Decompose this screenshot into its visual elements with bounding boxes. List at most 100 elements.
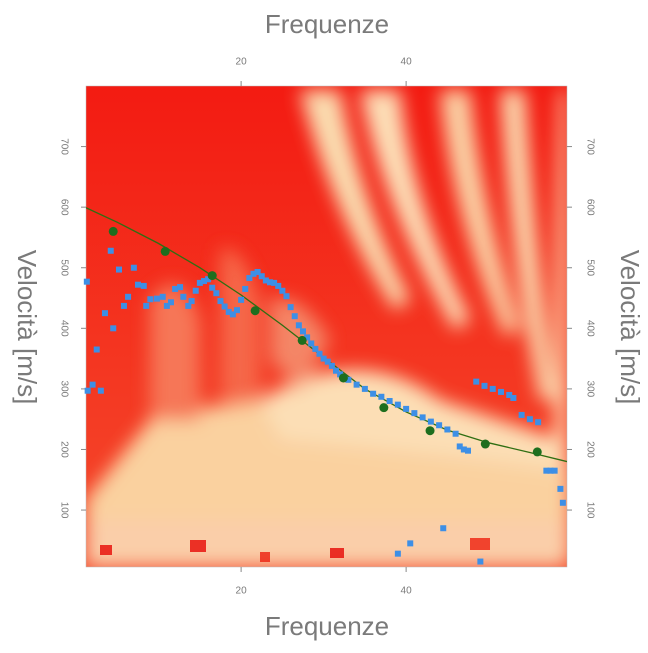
model-point bbox=[532, 447, 542, 457]
picked-point bbox=[473, 378, 480, 385]
picked-point bbox=[287, 304, 294, 311]
picked-point bbox=[337, 371, 344, 378]
picked-point bbox=[134, 281, 141, 288]
x-tick-label: 20 bbox=[236, 586, 248, 597]
x-axis-title: Frequenze bbox=[265, 9, 389, 39]
picked-point bbox=[238, 296, 245, 303]
picked-point bbox=[510, 394, 517, 401]
picked-point bbox=[316, 350, 323, 357]
picked-point bbox=[518, 411, 525, 418]
picked-point bbox=[271, 279, 278, 286]
y-tick-label: 400 bbox=[584, 320, 595, 337]
picked-point bbox=[180, 293, 187, 300]
picked-point bbox=[308, 340, 315, 347]
y-tick-label: 500 bbox=[584, 259, 595, 276]
picked-point bbox=[209, 284, 216, 291]
picked-point bbox=[295, 322, 302, 329]
model-point bbox=[425, 426, 435, 436]
x-tick-label: 20 bbox=[236, 57, 248, 68]
x-axis-title: Frequenze bbox=[265, 611, 389, 641]
picked-point bbox=[506, 391, 513, 398]
picked-point bbox=[386, 398, 393, 405]
model-point bbox=[250, 306, 260, 316]
picked-point bbox=[254, 268, 261, 275]
picked-point bbox=[361, 385, 368, 392]
model-point bbox=[297, 335, 307, 345]
picked-point bbox=[192, 287, 199, 294]
model-point bbox=[207, 271, 217, 281]
picked-point bbox=[217, 298, 224, 305]
picked-point bbox=[320, 355, 327, 362]
picked-point bbox=[185, 302, 192, 309]
picked-point bbox=[84, 387, 91, 394]
picked-point bbox=[345, 376, 352, 383]
picked-point bbox=[535, 419, 542, 426]
picked-point bbox=[258, 273, 265, 280]
picked-point bbox=[130, 264, 137, 271]
y-tick-label: 600 bbox=[58, 199, 69, 216]
model-point bbox=[379, 403, 389, 413]
picked-point bbox=[229, 311, 236, 318]
picked-point bbox=[83, 278, 90, 285]
picked-point bbox=[452, 430, 459, 437]
y-tick-label: 200 bbox=[584, 441, 595, 458]
picked-point bbox=[353, 381, 360, 388]
picked-point bbox=[116, 266, 123, 273]
picked-point bbox=[427, 418, 434, 425]
picked-point bbox=[279, 287, 286, 294]
picked-point bbox=[275, 282, 282, 289]
model-point bbox=[108, 226, 118, 236]
picked-point bbox=[464, 447, 471, 454]
picked-point bbox=[125, 293, 132, 300]
picked-point bbox=[147, 296, 154, 303]
picked-point bbox=[153, 295, 160, 302]
picked-point bbox=[477, 558, 484, 565]
picked-point bbox=[213, 290, 220, 297]
picked-point bbox=[177, 284, 184, 291]
picked-point bbox=[200, 278, 207, 285]
picked-point bbox=[332, 367, 339, 374]
picked-point bbox=[89, 381, 96, 388]
picked-point bbox=[407, 540, 414, 547]
picked-point bbox=[262, 277, 269, 284]
picked-point bbox=[489, 385, 496, 392]
picked-point bbox=[328, 362, 335, 369]
picked-point bbox=[120, 302, 127, 309]
picked-point bbox=[324, 358, 331, 365]
heatmap bbox=[86, 86, 567, 567]
picked-point bbox=[283, 293, 290, 300]
y-tick-label: 700 bbox=[58, 138, 69, 155]
model-point bbox=[338, 373, 348, 383]
picked-point bbox=[196, 279, 203, 286]
picked-point bbox=[547, 467, 554, 474]
picked-point bbox=[481, 382, 488, 389]
picked-point bbox=[419, 414, 426, 421]
picked-point bbox=[551, 467, 558, 474]
plot-frame bbox=[85, 85, 568, 568]
picked-point bbox=[250, 270, 257, 277]
picked-point bbox=[97, 387, 104, 394]
picked-point bbox=[167, 299, 174, 306]
picked-point bbox=[557, 485, 564, 492]
picked-point bbox=[526, 416, 533, 423]
picked-point bbox=[394, 401, 401, 408]
y-tick-label: 500 bbox=[58, 259, 69, 276]
picked-point bbox=[225, 308, 232, 315]
picked-point bbox=[233, 307, 240, 314]
picked-point bbox=[246, 275, 253, 282]
picked-point bbox=[460, 446, 467, 453]
y-tick-label: 200 bbox=[58, 441, 69, 458]
picked-point bbox=[436, 422, 443, 429]
picked-point bbox=[291, 313, 298, 320]
y-tick-label: 700 bbox=[584, 138, 595, 155]
picked-point bbox=[93, 346, 100, 353]
y-tick-label: 300 bbox=[584, 381, 595, 398]
y-axis-title: Velocità [m/s] bbox=[615, 250, 645, 405]
picked-point bbox=[497, 388, 504, 395]
picked-point bbox=[188, 298, 195, 305]
x-tick-label: 40 bbox=[401, 57, 413, 68]
model-point bbox=[480, 439, 490, 449]
picked-point bbox=[143, 302, 150, 309]
picked-point bbox=[172, 285, 179, 292]
